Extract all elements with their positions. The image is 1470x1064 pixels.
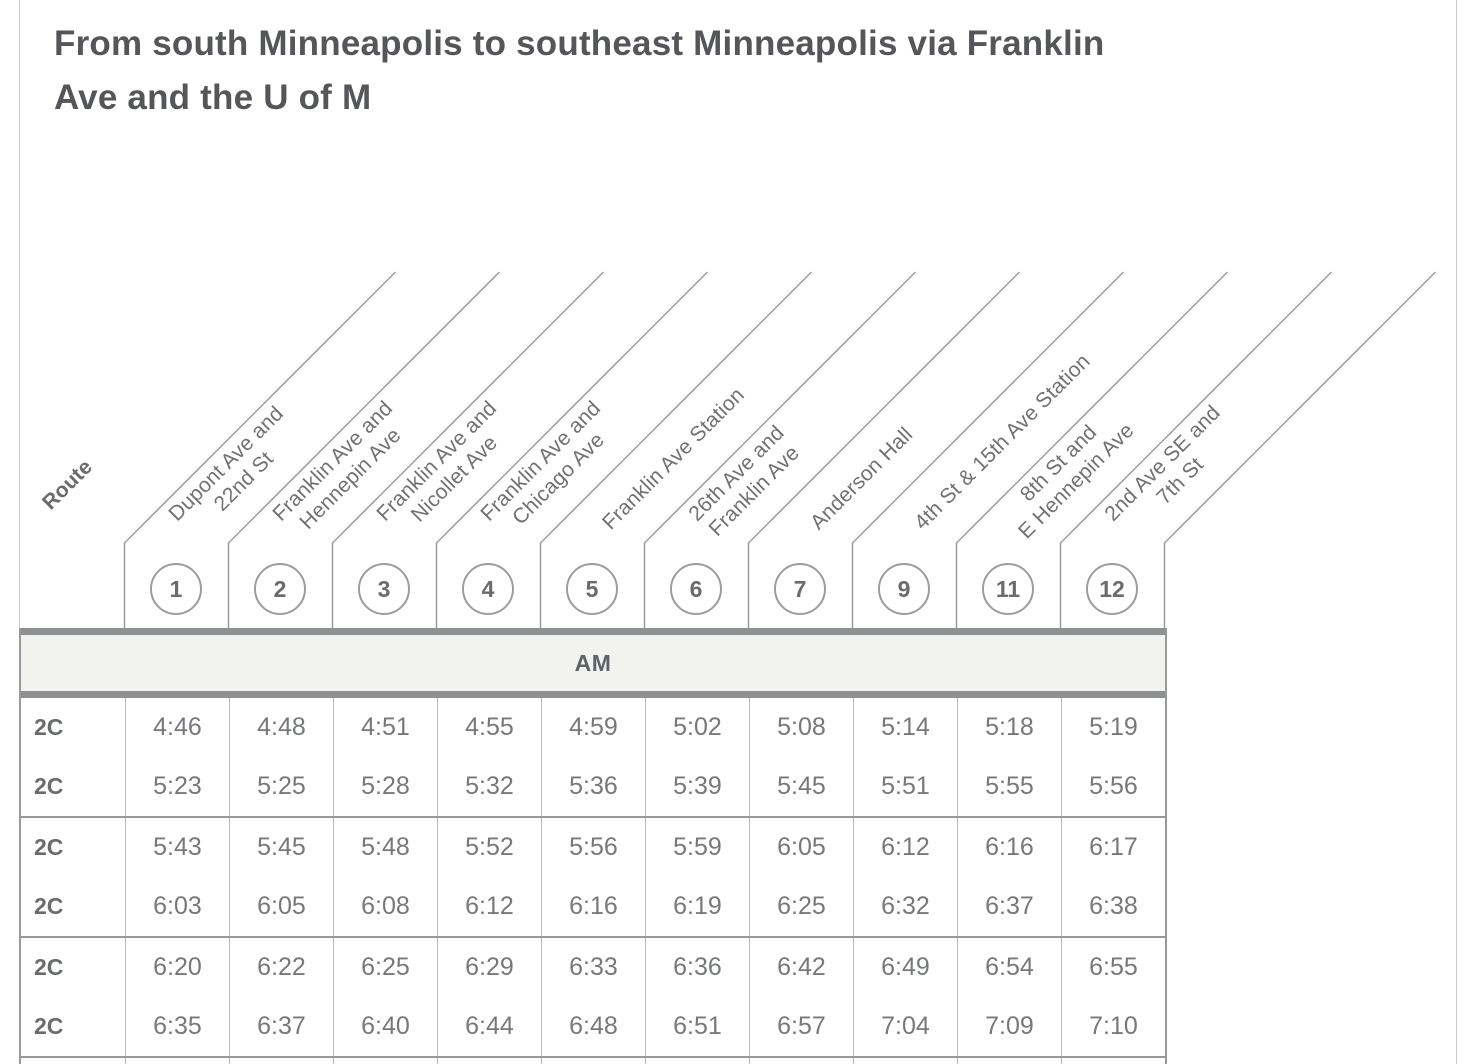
time-cell: 4:55 (437, 698, 541, 757)
schedule-row: 2C 4:46 4:48 4:51 4:55 4:59 5:02 5:08 5:… (21, 698, 1165, 757)
time-cell: 6:40 (333, 997, 437, 1056)
schedule-row: 2C 6:20 6:22 6:25 6:29 6:33 6:36 6:42 6:… (21, 938, 1165, 997)
time-cell: 5:45 (229, 818, 333, 877)
timepoint-circle-4: 4 (462, 563, 514, 615)
time-cell: 6:29 (437, 938, 541, 997)
time-cell: 6:37 (957, 877, 1061, 936)
time-cell: 4:48 (229, 698, 333, 757)
time-cell: 6:33 (541, 938, 645, 997)
time-cell: 6:17 (1061, 818, 1165, 877)
time-cell: 6:19 (645, 877, 749, 936)
route-cell: 2C (34, 773, 64, 799)
time-cell: 6:08 (333, 877, 437, 936)
time-cell: 5:28 (333, 757, 437, 816)
time-cell: 6:44 (437, 997, 541, 1056)
time-cell: 5:18 (957, 698, 1061, 757)
timepoint-circle-11: 11 (982, 563, 1034, 615)
time-cell: 5:45 (749, 757, 853, 816)
row-group-3: 2C 6:20 6:22 6:25 6:29 6:33 6:36 6:42 6:… (21, 938, 1165, 1058)
header-diagonal-lines (123, 271, 1437, 629)
time-cell: 6:25 (749, 877, 853, 936)
time-cell: 6:16 (957, 818, 1061, 877)
am-bottom-bar (21, 691, 1165, 698)
time-cell: 6:03 (125, 877, 229, 936)
time-cell: 5:14 (853, 698, 957, 757)
time-cell: 6:05 (749, 818, 853, 877)
timepoint-circle-6: 6 (670, 563, 722, 615)
time-cell: 4:46 (125, 698, 229, 757)
page-right-border (1456, 0, 1457, 1064)
time-cell: 6:16 (541, 877, 645, 936)
timepoint-circle-5: 5 (566, 563, 618, 615)
time-cell: 5:39 (645, 757, 749, 816)
timepoint-circle-3: 3 (358, 563, 410, 615)
time-cell: 5:43 (125, 818, 229, 877)
am-top-bar (21, 628, 1165, 635)
time-cell: 6:25 (333, 938, 437, 997)
time-cell: 5:36 (541, 757, 645, 816)
time-cell: 5:51 (853, 757, 957, 816)
schedule-row: 2C 6:03 6:05 6:08 6:12 6:16 6:19 6:25 6:… (21, 877, 1165, 936)
time-cell: 6:36 (645, 938, 749, 997)
time-cell: 5:25 (229, 757, 333, 816)
time-cell: 6:22 (229, 938, 333, 997)
time-cell: 5:59 (645, 818, 749, 877)
schedule-row: 2C 5:23 5:25 5:28 5:32 5:36 5:39 5:45 5:… (21, 757, 1165, 816)
time-cell: 6:37 (229, 997, 333, 1056)
time-cell: 7:10 (1061, 997, 1165, 1056)
route-cell: 2C (34, 954, 64, 980)
time-cell: 7:04 (853, 997, 957, 1056)
time-cell: 4:59 (541, 698, 645, 757)
time-cell: 5:19 (1061, 698, 1165, 757)
time-cell: 6:42 (749, 938, 853, 997)
time-cell: 6:20 (125, 938, 229, 997)
time-cell: 6:32 (853, 877, 957, 936)
time-cell: 7:09 (957, 997, 1061, 1056)
schedule-table: AM 2C 4:46 4:48 4:51 4:55 4:59 5:02 5:08… (19, 628, 1167, 1064)
timepoint-circle-1: 1 (150, 563, 202, 615)
time-cell: 6:51 (645, 997, 749, 1056)
timepoint-circle-2: 2 (254, 563, 306, 615)
time-cell: 6:35 (125, 997, 229, 1056)
am-section-header: AM (21, 635, 1165, 691)
time-cell: 5:32 (437, 757, 541, 816)
page-left-border (19, 0, 20, 1064)
timepoint-circle-7: 7 (774, 563, 826, 615)
page-title: From south Minneapolis to southeast Minn… (54, 17, 1414, 125)
row-group-1: 2C 4:46 4:48 4:51 4:55 4:59 5:02 5:08 5:… (21, 698, 1165, 818)
schedule-row (21, 1058, 1165, 1064)
route-cell: 2C (34, 1013, 64, 1039)
time-cell: 5:08 (749, 698, 853, 757)
route-cell: 2C (34, 893, 64, 919)
time-cell: 6:38 (1061, 877, 1165, 936)
route-cell: 2C (34, 834, 64, 860)
time-cell: 6:54 (957, 938, 1061, 997)
timepoint-circle-9: 9 (878, 563, 930, 615)
timepoint-circle-12: 12 (1086, 563, 1138, 615)
time-cell: 4:51 (333, 698, 437, 757)
time-cell: 5:55 (957, 757, 1061, 816)
time-cell: 5:56 (1061, 757, 1165, 816)
time-cell: 6:12 (853, 818, 957, 877)
time-cell: 6:12 (437, 877, 541, 936)
time-cell: 6:49 (853, 938, 957, 997)
row-group-2: 2C 5:43 5:45 5:48 5:52 5:56 5:59 6:05 6:… (21, 818, 1165, 938)
time-cell: 5:48 (333, 818, 437, 877)
time-cell: 6:55 (1061, 938, 1165, 997)
time-cell: 6:48 (541, 997, 645, 1056)
time-cell: 6:57 (749, 997, 853, 1056)
time-cell: 5:52 (437, 818, 541, 877)
time-cell: 5:56 (541, 818, 645, 877)
schedule-row: 2C 5:43 5:45 5:48 5:52 5:56 5:59 6:05 6:… (21, 818, 1165, 877)
page-title-line2: Ave and the U of M (54, 78, 372, 117)
time-cell: 5:23 (125, 757, 229, 816)
time-cell: 6:05 (229, 877, 333, 936)
clipped-next-row-group (21, 1058, 1165, 1064)
schedule-row: 2C 6:35 6:37 6:40 6:44 6:48 6:51 6:57 7:… (21, 997, 1165, 1056)
page-title-line1: From south Minneapolis to southeast Minn… (54, 24, 1105, 63)
time-cell: 5:02 (645, 698, 749, 757)
route-cell: 2C (34, 714, 64, 740)
